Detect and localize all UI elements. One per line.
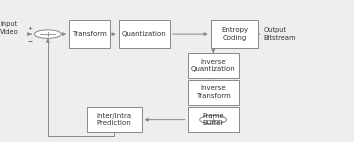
Text: Transform: Transform	[72, 31, 107, 37]
Bar	[188, 53, 239, 78]
Text: Entropy
Coding: Entropy Coding	[221, 27, 248, 41]
Circle shape	[34, 30, 61, 38]
Text: Quantization: Quantization	[122, 31, 167, 37]
Text: Input
Video: Input Video	[0, 21, 18, 35]
Bar	[211, 20, 258, 48]
Bar	[188, 80, 239, 105]
Bar	[188, 107, 239, 132]
Text: +: +	[28, 26, 33, 31]
Text: Frame
Buffer: Frame Buffer	[202, 113, 224, 126]
Text: Inverse
Quantization: Inverse Quantization	[191, 59, 236, 72]
Text: Inverse
Transform: Inverse Transform	[196, 85, 231, 99]
Bar	[69, 20, 110, 48]
Circle shape	[200, 115, 227, 124]
Bar	[87, 107, 142, 132]
Bar	[119, 20, 170, 48]
Text: Inter/Intra
Prediction: Inter/Intra Prediction	[97, 113, 132, 126]
Text: −: −	[28, 38, 33, 43]
Text: Output
Bitstream: Output Bitstream	[264, 27, 296, 41]
